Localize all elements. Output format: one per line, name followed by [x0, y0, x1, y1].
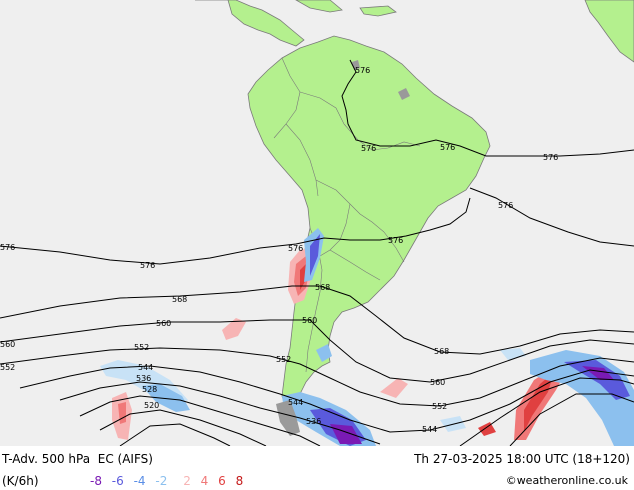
advection-map: 576 576 576 576 576 576 576 576 576 568 …	[0, 0, 634, 446]
contour-label: 576	[140, 261, 155, 270]
contour-label: 544	[138, 363, 153, 372]
footer-legend: T-Adv. 500 hPa EC (AIFS) Th 27-03-2025 1…	[0, 446, 634, 490]
contour-label: 576	[543, 153, 558, 162]
contour-label: 560	[430, 378, 445, 387]
scale-value: 4	[200, 474, 209, 488]
contour-label: 544	[422, 425, 437, 434]
contour-label: 536	[136, 374, 151, 383]
contour-label: 552	[134, 343, 149, 352]
contour-label: 568	[172, 295, 187, 304]
contour-label: 560	[0, 340, 15, 349]
units-label: (K/6h)	[2, 474, 39, 488]
contour-label: 528	[142, 385, 157, 394]
country-borders	[273, 57, 421, 373]
contour-label: 560	[156, 319, 171, 328]
contour-label: 552	[276, 355, 291, 364]
land-central-america	[195, 0, 305, 47]
scale-value: -6	[111, 474, 124, 488]
map-title: T-Adv. 500 hPa EC (AIFS)	[2, 452, 153, 466]
land-africa	[584, 0, 634, 63]
scale-value: -4	[133, 474, 146, 488]
contour-label: 576	[440, 143, 455, 152]
contour-label: 576	[355, 66, 370, 75]
contour-label: 544	[288, 398, 303, 407]
scale-value: 6	[218, 474, 226, 488]
scale-value: 2	[183, 474, 191, 488]
scale-value: -2	[155, 474, 168, 488]
title-text: T-Adv. 500 hPa	[2, 452, 91, 466]
cold-advection-areas	[100, 228, 634, 446]
contour-label: 576	[388, 236, 403, 245]
land-south-america	[247, 35, 491, 417]
contour-label: 576	[0, 243, 15, 252]
credit-link[interactable]: ©weatheronline.co.uk	[505, 474, 628, 487]
contour-label: 520	[144, 401, 159, 410]
contour-label: 560	[302, 316, 317, 325]
valid-datetime: Th 27-03-2025 18:00 UTC (18+120)	[414, 452, 630, 466]
contour-label: 576	[288, 244, 303, 253]
color-scale: -8 -6 -4 -2 2 4 6 8	[90, 474, 249, 488]
map-panel: 576 576 576 576 576 576 576 576 576 568 …	[0, 0, 634, 446]
contour-label: 552	[0, 363, 15, 372]
land-caribbean	[295, 0, 343, 13]
scale-value: -8	[90, 474, 102, 488]
contour-labels: 576 576 576 576 576 576 576 576 576 568 …	[0, 66, 558, 434]
contour-label: 576	[498, 201, 513, 210]
contour-label: 576	[361, 144, 376, 153]
contour-label: 552	[432, 402, 447, 411]
contour-label: 568	[434, 347, 449, 356]
warm-advection-areas	[112, 248, 568, 440]
scale-value: 8	[235, 474, 244, 488]
model-text: EC (AIFS)	[97, 452, 153, 466]
contour-label: 568	[315, 283, 330, 292]
contours	[0, 59, 634, 446]
land-hispaniola	[359, 5, 397, 17]
contour-label: 536	[306, 417, 321, 426]
